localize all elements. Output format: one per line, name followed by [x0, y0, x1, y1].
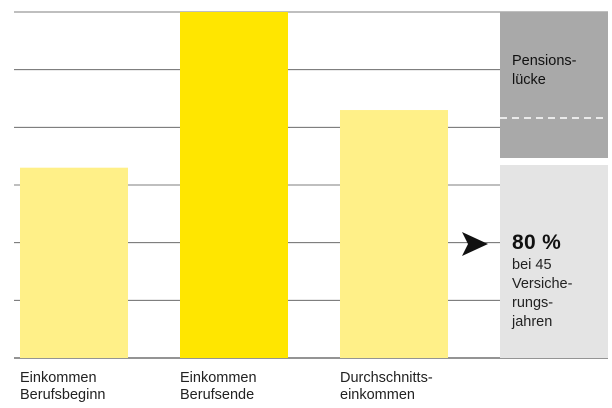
bar-durchschnittseinkommen — [340, 110, 448, 359]
replacement-rate-value: 80 % — [512, 231, 562, 254]
replacement-rate-description: bei 45 Versiche- rungs- jahren — [512, 257, 573, 330]
bar-einkommen-berufsbeginn — [20, 167, 128, 358]
category-label-einkommen-berufsende: Einkommen Berufsende — [180, 370, 257, 403]
bar-einkommen-berufsende — [180, 12, 288, 358]
category-label-durchschnittseinkommen: Durchschnitts- einkommen — [340, 370, 433, 403]
replacement-rate-box — [500, 165, 608, 358]
bars — [20, 12, 448, 359]
pension-gap-box — [500, 12, 608, 158]
arrow-icon — [462, 232, 488, 256]
pension-gap-label: Pensions- lücke — [512, 53, 577, 88]
category-label-einkommen-berufsbeginn: Einkommen Berufsbeginn — [20, 370, 106, 403]
